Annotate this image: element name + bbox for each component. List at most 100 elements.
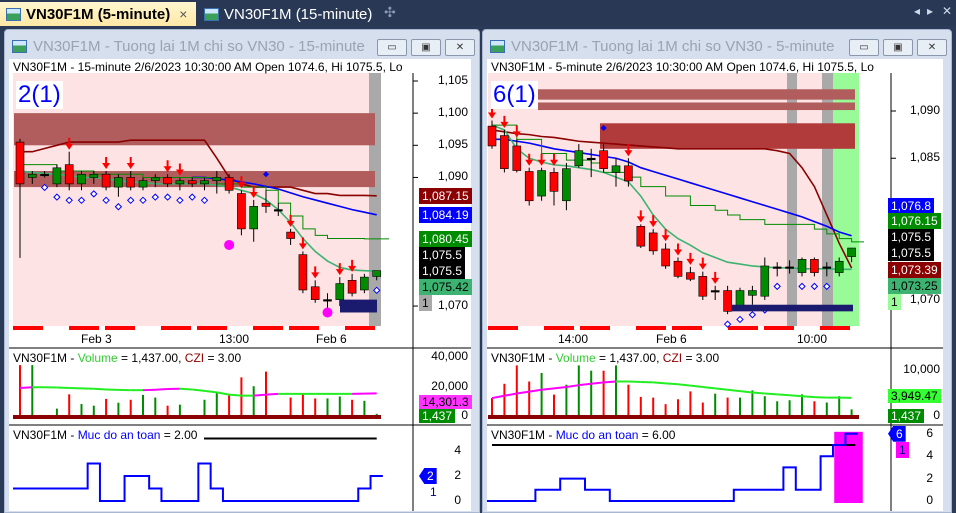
chart-icon [6,7,21,21]
candle [512,145,522,171]
safety-sub-tag: 1 [896,441,909,458]
window-title: VN30F1M - Tuong lai 1M chi so VN30 - 5-m… [490,38,834,55]
scroll-right-icon[interactable]: ▸ [927,4,934,18]
candle [273,209,283,212]
candle [114,177,123,188]
price-tag: 1,087.15 [419,188,472,204]
sell-arrow-icon [348,259,357,272]
window-title-text: VN30F1M - Tuong lai 1M chi so VN30 - 15-… [33,38,365,55]
candle [574,150,584,167]
title-czi: CZI [662,351,683,365]
candle [760,265,770,297]
indicator-line-maroon [20,139,377,197]
session-marker [820,326,850,330]
volume-ma-segment [653,381,666,385]
safety-tick-label: 4 [454,443,461,457]
candle [77,173,86,185]
candle [785,266,794,269]
close-all-icon[interactable]: ✕ [942,4,953,18]
session-marker [728,326,758,330]
candle [537,170,546,197]
session-marker [13,326,43,330]
minimize-button[interactable]: ▭ [377,39,407,56]
chart-icon [12,40,27,53]
sell-arrow-icon [624,144,633,157]
title-value: = 1,437.00, [117,351,185,365]
session-band [822,73,833,326]
buy-diamond-icon [176,196,184,205]
buy-diamond-icon [139,196,147,205]
volume-ma-segment [702,386,716,390]
session-marker [197,326,227,330]
volume-ma-segment [204,389,217,394]
title-value: = 2.00 [160,428,198,442]
title-value: = 6.00 [638,428,676,442]
candle [500,135,509,169]
volume-ma-segment [777,393,790,397]
candle [187,180,197,185]
session-marker [636,326,666,330]
close-button[interactable]: ✕ [445,39,475,56]
buy-diamond-icon [748,311,757,319]
safety-tick-label: 0 [926,493,933,507]
signal-level-label: 2(1) [16,81,63,109]
tab-label: VN30F1M (5-minute) [26,5,171,23]
candle [698,276,708,297]
candle [224,177,234,191]
volume-tick-label: 10,000 [903,362,940,376]
indicator-line-maroon [491,129,853,269]
tab-5-minute[interactable]: VN30F1M (5-minute) × [0,2,196,26]
restore-button[interactable]: ▣ [883,39,913,56]
close-button[interactable]: ✕ [917,39,947,56]
session-marker [544,326,574,330]
volume-ma-segment [265,392,279,396]
scroll-left-icon[interactable]: ◂ [914,4,921,18]
candle [748,290,757,296]
sell-arrow-icon [500,115,509,128]
time-axis-label: 14:00 [558,332,589,346]
volume-ma-segment [516,390,530,395]
candle [723,290,732,312]
chart-window-5-minute: VN30F1M - Tuong lai 1M chi so VN30 - 5-m… [482,29,952,513]
sell-arrow-icon [711,271,720,284]
title-czi-value: = 3.00 [204,351,242,365]
minimize-button[interactable]: ▭ [849,39,879,56]
price-tick-label: 1,100 [437,105,468,120]
session-marker [345,326,375,330]
chart-header: VN30F1M - 15-minute 2/6/2023 10:30:00 AM… [13,60,403,74]
sell-arrow-icon [175,163,184,176]
sell-arrow-icon [298,237,307,250]
safety-tick-label: 6 [926,425,933,440]
signal-diamond-icon [263,171,269,178]
window-title: VN30F1M - Tuong lai 1M chi so VN30 - 15-… [12,38,365,55]
volume-ma-segment [192,388,205,392]
volume-ma-segment [541,387,555,391]
add-tab-icon[interactable]: ✣ [384,4,396,20]
candle [735,290,745,306]
session-marker [289,326,319,330]
title-indicator: Muc do an toan [77,428,161,442]
tab-15-minute[interactable]: VN30F1M (15-minute) [198,2,378,26]
volume-ma-segment [491,394,505,400]
volume-tag: 3,949.47 [888,389,941,403]
volume-ma-segment [591,381,604,385]
sell-arrow-icon [335,263,344,276]
candle [611,165,621,173]
close-tab-icon[interactable]: × [179,6,188,22]
candle [40,173,49,177]
restore-button[interactable]: ▣ [411,39,441,56]
chart-window-15-minute: VN30F1M - Tuong lai 1M chi so VN30 - 15-… [4,29,480,513]
safety-tick-label: 2 [454,468,461,482]
candle [237,193,246,230]
volume-ma-segment [752,391,765,395]
volume-ma-segment [529,388,542,393]
price-tag: 1,073.25 [888,278,941,294]
volume-ma-segment [553,386,567,390]
volume-ma-segment [739,390,753,394]
session-marker [69,326,99,330]
indicator-line-blue [492,138,852,237]
candle [27,173,37,178]
title-indicator: Volume [77,351,118,365]
price-tag: 1,076.15 [888,213,941,229]
session-marker [253,326,283,330]
